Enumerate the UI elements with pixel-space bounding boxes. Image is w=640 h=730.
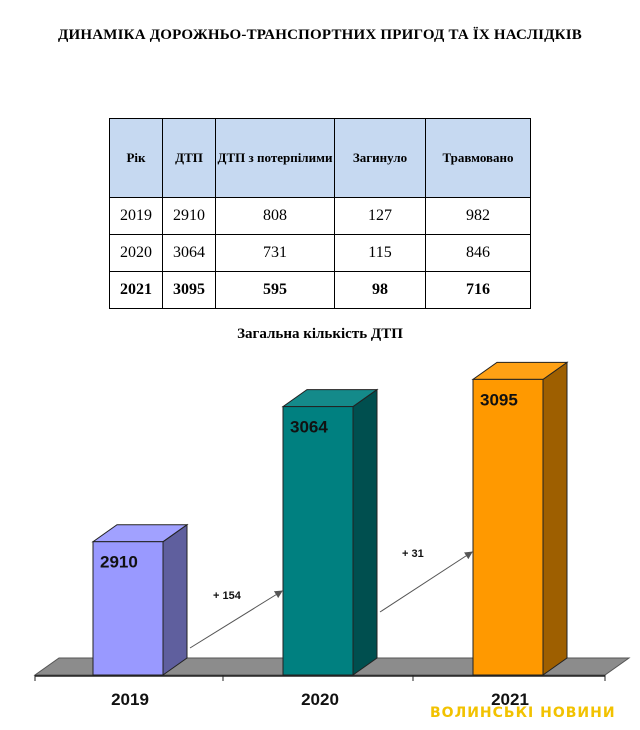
bar-2021: [471, 361, 569, 676]
bar-2019: [91, 523, 189, 676]
statistics-table: Рік ДТП ДТП з потерпілими Загинуло Травм…: [109, 118, 531, 309]
bar-value-label: 2910: [100, 553, 138, 572]
cell-accidents: 3095: [162, 271, 216, 309]
bar-side-face: [352, 388, 378, 676]
x-tick-label: 2021: [491, 690, 529, 709]
chart-title: Загальна кількість ДТП: [237, 326, 403, 342]
bar-2020: [281, 388, 379, 676]
cell-killed: 115: [334, 234, 426, 272]
bar-chart: 2910 2019 3064 2020 3095 2021 + 154 + 31: [33, 361, 631, 709]
x-tick-label: 2019: [111, 690, 149, 709]
bar-front-face: [282, 406, 354, 676]
bar-side-face: [162, 523, 188, 676]
table-row: 2019 2910 808 127 982: [109, 197, 531, 235]
header-killed: Загинуло: [334, 118, 426, 198]
cell-killed: 98: [334, 271, 426, 309]
cell-year: 2020: [109, 234, 163, 272]
cell-killed: 127: [334, 197, 426, 235]
header-accidents: ДТП: [162, 118, 216, 198]
increase-annotation: + 31: [402, 548, 424, 560]
cell-accidents-with-victims: 731: [215, 234, 335, 272]
x-tick-label: 2020: [301, 690, 339, 709]
increase-arrow: [379, 551, 473, 613]
bar-side-face: [542, 361, 568, 676]
header-accidents-with-victims: ДТП з потерпілими: [215, 118, 335, 198]
watermark-logo: ВОЛИНСЬКІ НОВИНИ: [430, 705, 616, 721]
table-header-row: Рік ДТП ДТП з потерпілими Загинуло Травм…: [109, 118, 531, 198]
bar-value-label: 3064: [290, 418, 328, 437]
header-year: Рік: [109, 118, 163, 198]
cell-year: 2021: [109, 271, 163, 309]
table-row: 2020 3064 731 115 846: [109, 234, 531, 272]
cell-accidents: 3064: [162, 234, 216, 272]
cell-injured: 982: [425, 197, 531, 235]
cell-accidents: 2910: [162, 197, 216, 235]
cell-year: 2019: [109, 197, 163, 235]
cell-injured: 716: [425, 271, 531, 309]
page-title: ДИНАМІКА ДОРОЖНЬО-ТРАНСПОРТНИХ ПРИГОД ТА…: [58, 27, 582, 43]
bar-front-face: [92, 541, 164, 676]
bar-front-face: [472, 378, 544, 676]
increase-arrow: [189, 590, 283, 649]
cell-accidents-with-victims: 808: [215, 197, 335, 235]
increase-annotation: + 154: [213, 590, 242, 602]
cell-accidents-with-victims: 595: [215, 271, 335, 309]
bar-value-label: 3095: [480, 390, 518, 409]
header-injured: Травмовано: [425, 118, 531, 198]
cell-injured: 846: [425, 234, 531, 272]
table-row: 2021 3095 595 98 716: [109, 271, 531, 309]
